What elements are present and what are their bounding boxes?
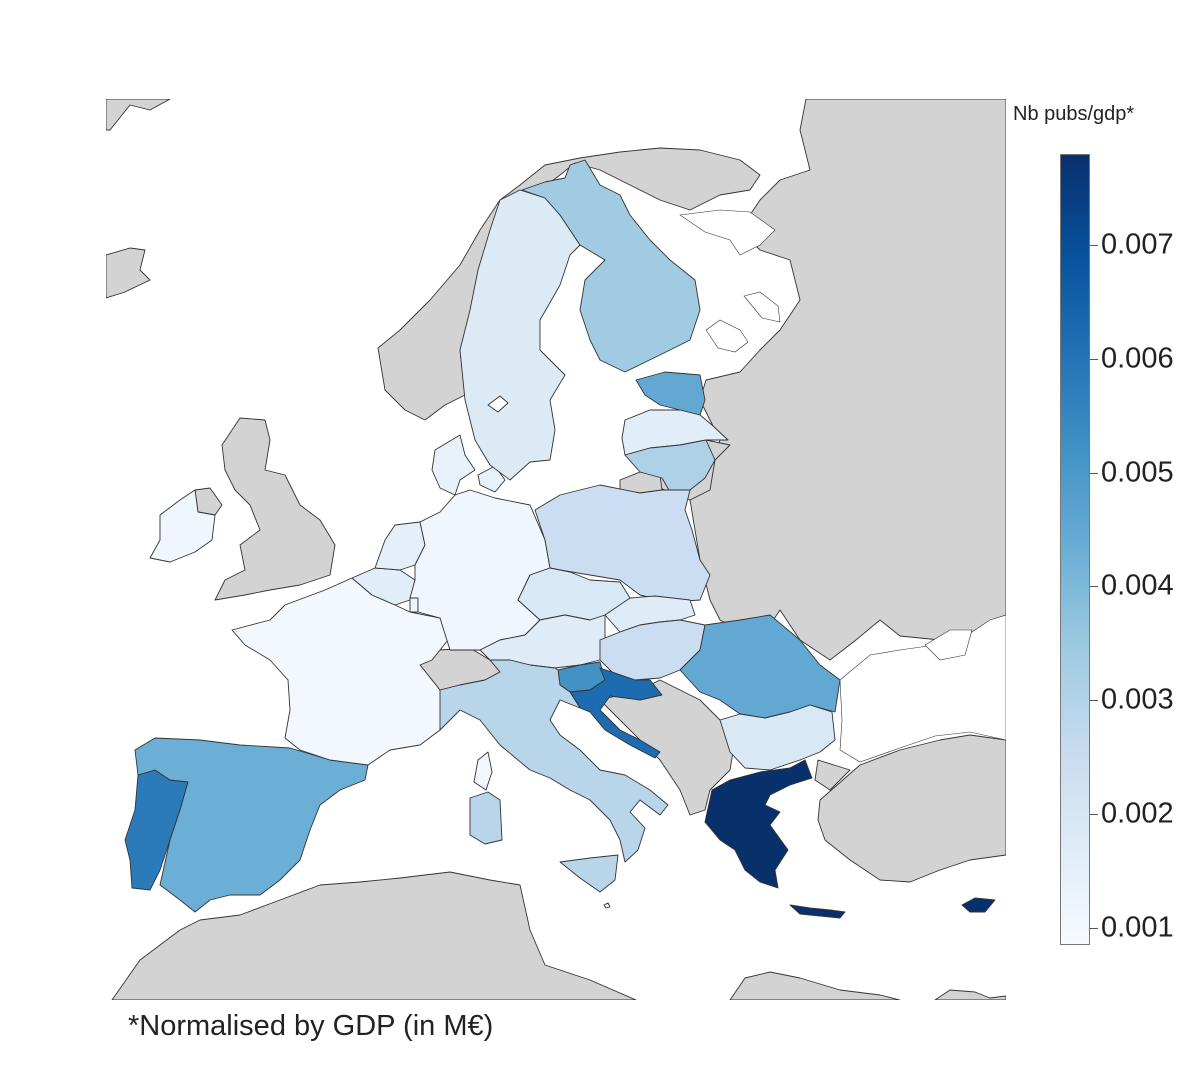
region-greece <box>704 759 813 889</box>
region-malta <box>603 902 611 909</box>
region-sicily <box>559 854 619 893</box>
region-libya-egypt <box>729 971 901 1000</box>
region-denmark-zealand <box>477 465 506 493</box>
region-cyprus <box>961 897 996 913</box>
colorbar-tick-mark <box>1090 245 1098 247</box>
region-luxembourg <box>409 597 419 613</box>
region-denmark <box>431 434 476 496</box>
colorbar-title: Nb pubs/gdp* <box>1013 103 1135 125</box>
region-uk <box>214 417 336 601</box>
region-turkey-thrace <box>814 759 851 791</box>
footnote: *Normalised by GDP (in M€) <box>128 1010 494 1042</box>
region-spain <box>134 737 369 913</box>
region-north-africa <box>111 871 637 1000</box>
region-greenland-edge <box>106 99 171 131</box>
colorbar-tick-label: 0.001 <box>1101 911 1174 944</box>
lake-ladoga <box>705 319 749 353</box>
colorbar-tick-mark <box>1090 814 1098 816</box>
region-ireland <box>149 489 216 563</box>
region-sardinia <box>469 791 503 845</box>
colorbar-tick-label: 0.005 <box>1101 456 1174 489</box>
colorbar-tick-label: 0.006 <box>1101 342 1174 375</box>
region-latvia <box>621 409 729 456</box>
region-corsica <box>473 751 493 791</box>
map-area <box>106 99 1006 1000</box>
colorbar-tick-mark <box>1090 358 1098 360</box>
colorbar-tick-mark <box>1090 700 1098 702</box>
white-sea <box>679 209 776 256</box>
region-turkey <box>817 734 1006 883</box>
colorbar-tick-label: 0.004 <box>1101 569 1174 602</box>
region-lithuania <box>624 439 716 493</box>
region-romania <box>679 614 841 719</box>
sea-of-azov <box>924 629 973 661</box>
colorbar-tick-label: 0.003 <box>1101 683 1174 716</box>
colorbar-tick-mark <box>1090 586 1098 588</box>
region-iceland <box>106 247 151 299</box>
colorbar-tick-mark <box>1090 927 1098 929</box>
region-middle-east-edge <box>934 989 1006 1000</box>
colorbar-tick-label: 0.002 <box>1101 797 1174 830</box>
colorbar-tick-label: 0.007 <box>1101 228 1174 261</box>
colorbar-tick-mark <box>1090 472 1098 474</box>
lake-onega <box>743 291 781 323</box>
region-crete <box>789 904 846 919</box>
region-bulgaria <box>719 704 836 771</box>
region-sweden-gotland <box>487 395 509 413</box>
region-italy <box>439 659 669 863</box>
region-croatia <box>569 667 663 759</box>
region-finland <box>521 159 701 373</box>
colorbar <box>1060 154 1090 945</box>
